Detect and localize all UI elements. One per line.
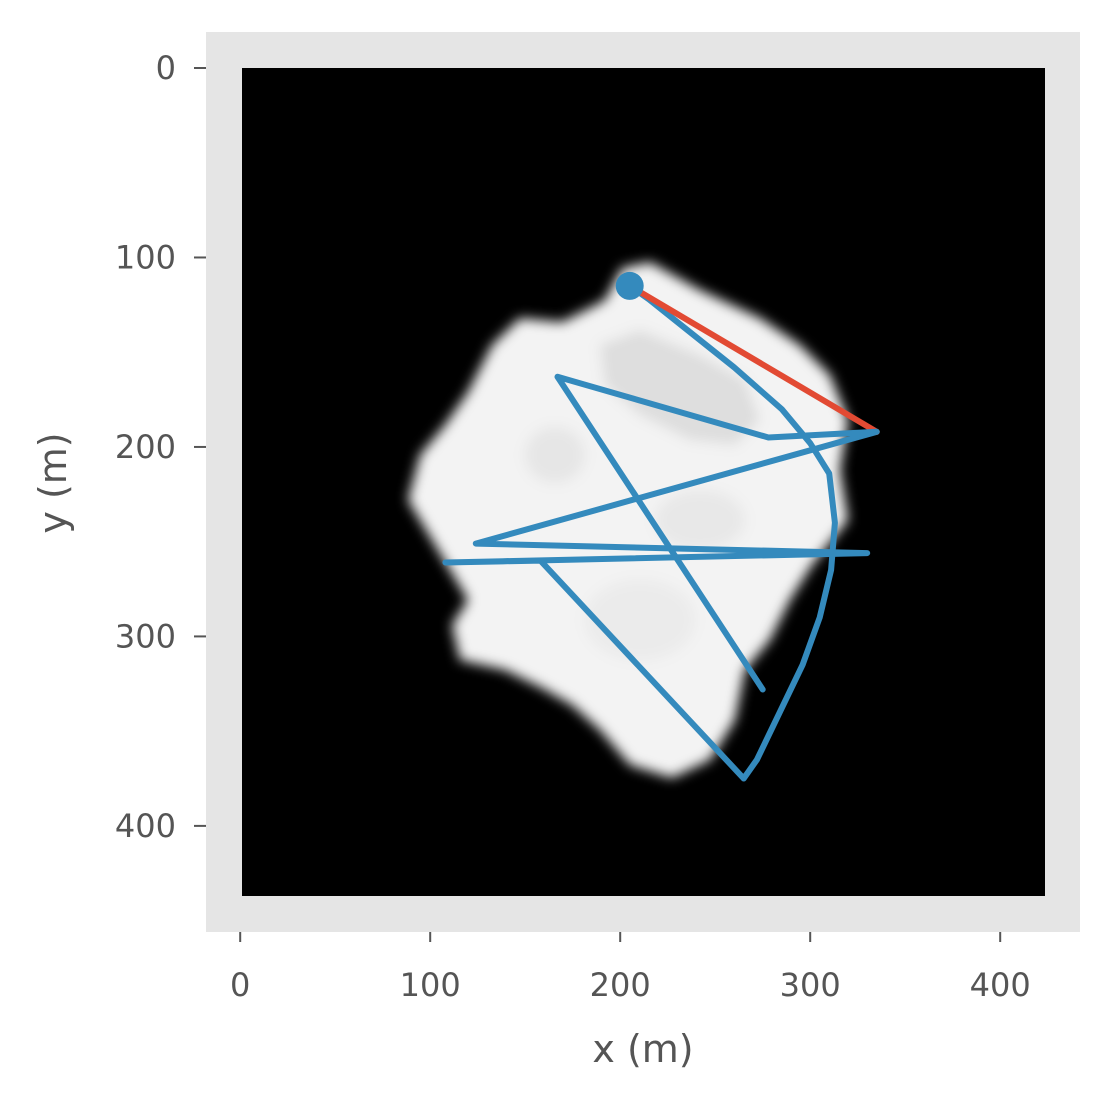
path-series-2 xyxy=(554,373,880,693)
y-tick-label: 300 xyxy=(115,617,176,655)
path-series-0 xyxy=(442,282,880,782)
x-axis-ticks: 0 100 200 300 400 xyxy=(230,932,1031,1004)
path-series-1 xyxy=(626,282,880,435)
y-tick-label: 400 xyxy=(115,807,176,845)
x-tick-label: 400 xyxy=(970,966,1031,1004)
y-axis-label: y (m) xyxy=(31,432,75,533)
series-layer xyxy=(442,271,880,782)
y-tick-label: 0 xyxy=(156,49,176,87)
x-tick-label: 200 xyxy=(590,966,651,1004)
x-tick-label: 0 xyxy=(230,966,250,1004)
y-axis-ticks: 0 100 200 300 400 xyxy=(115,49,206,845)
y-tick-label: 200 xyxy=(115,428,176,466)
x-tick-label: 300 xyxy=(780,966,841,1004)
start-marker xyxy=(615,271,644,300)
x-axis-label: x (m) xyxy=(592,1027,693,1071)
x-tick-label: 100 xyxy=(400,966,461,1004)
y-tick-label: 100 xyxy=(115,238,176,276)
